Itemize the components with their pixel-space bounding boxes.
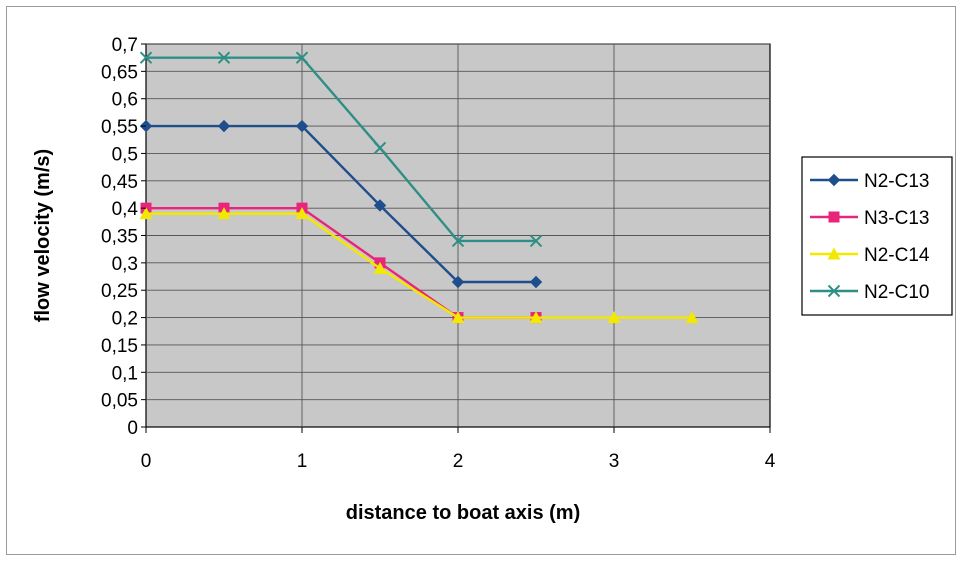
legend-marker (827, 284, 841, 298)
series-layer (139, 51, 699, 324)
legend-label: N3-C13 (864, 208, 929, 229)
data-point (217, 51, 231, 64)
legend-label: N2-C13 (864, 171, 929, 192)
y-tick-labels: 0 0,05 0,1 0,15 0,2 0,25 0,3 0,35 0,4 0,45 0,5 0,55… (101, 35, 146, 439)
y-tick-label: 0,35 (101, 227, 138, 248)
x-tick-label: 2 (453, 451, 464, 472)
data-point (529, 311, 543, 324)
x-tick-label: 3 (609, 451, 620, 472)
series-line (146, 56, 536, 243)
series-N2-C10 (139, 51, 543, 248)
data-point (451, 275, 465, 289)
data-point (373, 199, 387, 212)
series-line (146, 212, 692, 319)
y-tick-label: 0,2 (112, 309, 138, 330)
data-point (529, 275, 543, 289)
data-point (295, 207, 309, 220)
legend-item: N2-C10 (810, 282, 929, 303)
legend-marker (828, 211, 840, 223)
data-point (217, 119, 231, 133)
data-point (217, 207, 231, 220)
y-tick-label: 0,4 (112, 199, 139, 220)
data-point (139, 51, 153, 64)
series-N2-C14 (139, 207, 699, 324)
legend-item: N2-C13 (810, 171, 929, 192)
y-tick-label: 0,6 (112, 90, 138, 111)
data-point (451, 234, 465, 248)
legend-marker (827, 247, 841, 260)
y-tick-label: 0 (127, 418, 138, 439)
x-tick-label: 0 (141, 451, 152, 472)
data-point (295, 51, 309, 64)
y-tick-label: 0,65 (101, 62, 138, 83)
y-tick-label: 0,05 (101, 391, 138, 412)
gridlines (146, 43, 770, 427)
data-point (139, 207, 153, 220)
data-point (373, 261, 387, 274)
x-tick-label: 4 (765, 451, 776, 472)
y-axis-title: flow velocity (m/s) (32, 149, 54, 322)
data-point (373, 141, 387, 155)
series-N2-C13 (139, 119, 543, 289)
series-line (146, 124, 536, 284)
legend-box (801, 156, 953, 316)
data-point (451, 311, 465, 324)
data-point (295, 119, 309, 133)
legend-marker (827, 173, 841, 187)
legend-label: N2-C10 (864, 282, 929, 303)
legend-item: N3-C13 (810, 208, 929, 229)
legend-label: N2-C14 (864, 245, 930, 266)
y-tick-label: 0,25 (101, 281, 138, 302)
y-tick-label: 0,1 (112, 363, 138, 384)
data-point (685, 311, 699, 324)
legend-item: N2-C14 (810, 245, 930, 266)
chart-frame: 0 0,05 0,1 0,15 0,2 0,25 0,3 0,35 0,4 0,45 0,5 0,55… (6, 6, 956, 555)
y-tick-label: 0,3 (112, 254, 138, 275)
data-point (529, 234, 543, 248)
data-point (607, 311, 621, 324)
y-tick-label: 0,55 (101, 117, 138, 138)
y-tick-label: 0,45 (101, 172, 138, 193)
x-axis-title: distance to boat axis (m) (346, 502, 581, 524)
x-tick-labels: 0 1 2 3 4 (141, 427, 776, 472)
legend: N2-C13 N3-C13 N2-C14 N2-C10 (801, 156, 953, 316)
x-tick-label: 1 (297, 451, 308, 472)
y-tick-label: 0,7 (112, 35, 138, 56)
y-tick-label: 0,5 (112, 144, 138, 165)
y-tick-label: 0,15 (101, 336, 138, 357)
chart-svg: 0 0,05 0,1 0,15 0,2 0,25 0,3 0,35 0,4 0,45 0,5 0,55… (32, 35, 953, 524)
